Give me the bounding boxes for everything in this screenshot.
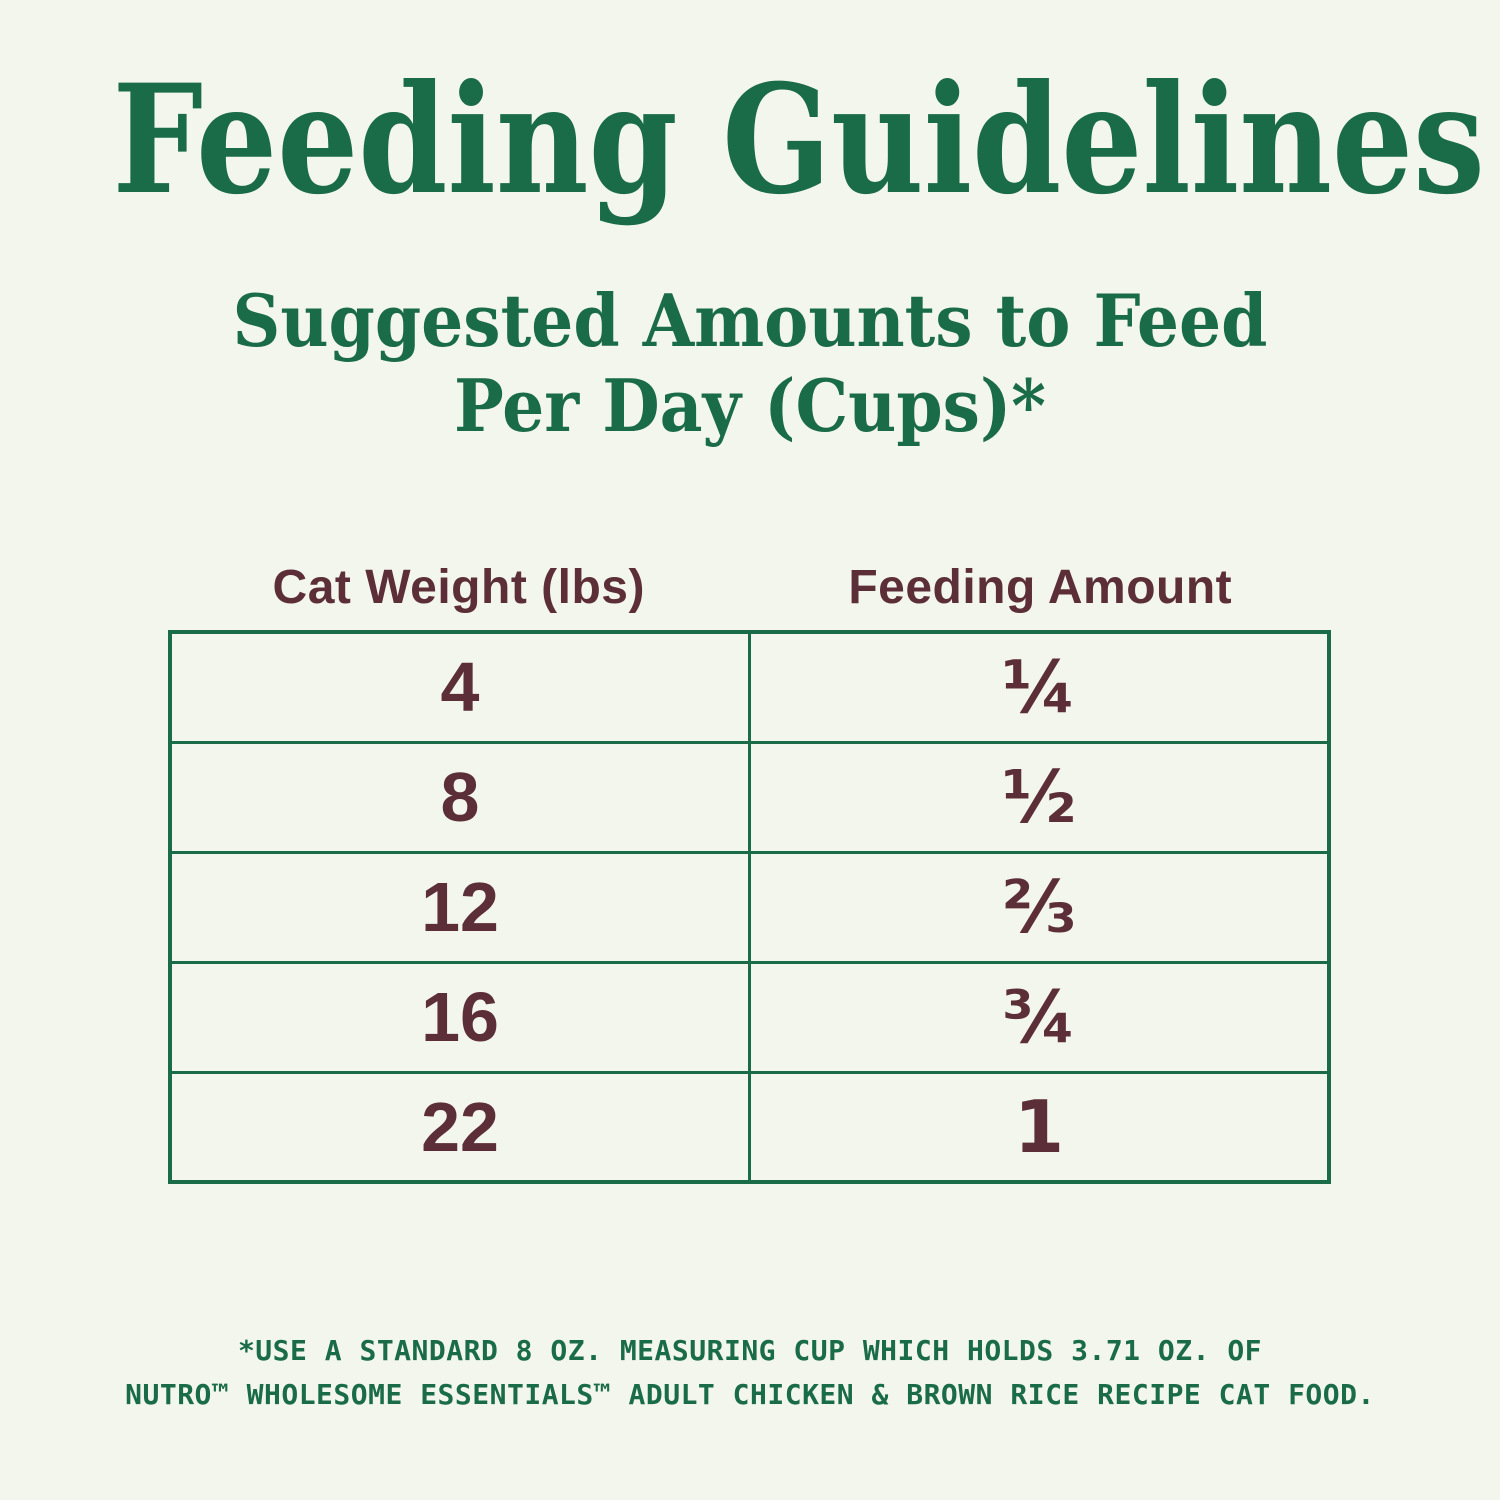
table-row: 22 1: [168, 1070, 1331, 1184]
subtitle: Suggested Amounts to Feed Per Day (Cups)…: [60, 278, 1440, 448]
subtitle-line-1: Suggested Amounts to Feed: [232, 278, 1268, 363]
cat-weight-cell: 22: [168, 1070, 751, 1184]
cat-weight-cell: 4: [168, 630, 751, 744]
column-headers: Cat Weight (lbs) Feeding Amount: [168, 563, 1331, 613]
page-title: Feeding Guidelines: [112, 52, 1485, 228]
cat-weight-cell: 12: [168, 850, 751, 964]
table-row: 4 ¼: [168, 630, 1331, 744]
footnote-line-2: NUTRO™ WHOLESOME ESSENTIALS™ ADULT CHICK…: [125, 1378, 1375, 1411]
feeding-table: 4 ¼ 8 ½ 12 ⅔ 16 ¾ 22 1: [168, 630, 1331, 1184]
feeding-amount-cell: 1: [748, 1070, 1331, 1184]
table-row: 16 ¾: [168, 960, 1331, 1074]
table-row: 8 ½: [168, 740, 1331, 854]
feeding-table-area: Cat Weight (lbs) Feeding Amount 4 ¼ 8 ½ …: [168, 563, 1331, 1184]
cat-weight-cell: 8: [168, 740, 751, 854]
footnote: *USE A STANDARD 8 OZ. MEASURING CUP WHIC…: [0, 1329, 1500, 1417]
subtitle-line-2: Per Day (Cups)*: [454, 363, 1046, 448]
feeding-amount-cell: ½: [748, 740, 1331, 854]
column-header-feeding-amount: Feeding Amount: [848, 561, 1233, 614]
footnote-line-1: *USE A STANDARD 8 OZ. MEASURING CUP WHIC…: [237, 1334, 1263, 1367]
column-header-cat-weight: Cat Weight (lbs): [272, 561, 645, 614]
feeding-amount-cell: ¾: [748, 960, 1331, 1074]
feeding-amount-cell: ¼: [748, 630, 1331, 744]
table-row: 12 ⅔: [168, 850, 1331, 964]
feeding-amount-cell: ⅔: [748, 850, 1331, 964]
cat-weight-cell: 16: [168, 960, 751, 1074]
